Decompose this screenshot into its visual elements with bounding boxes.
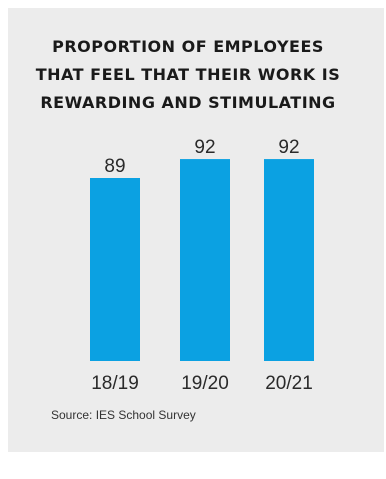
value-label-18-19: 89: [104, 156, 125, 177]
category-label-20-21: 20/21: [265, 373, 313, 394]
value-label-20-21: 92: [278, 137, 299, 158]
bar-18-19: [90, 178, 140, 361]
category-label-19-20: 19/20: [181, 373, 229, 394]
chart-title-line-1: PROPORTION OF EMPLOYEES: [52, 37, 324, 56]
chart-title-line-2: THAT FEEL THAT THEIR WORK IS: [35, 65, 341, 84]
bar-19-20: [180, 159, 230, 361]
chart-title: PROPORTION OF EMPLOYEES THAT FEEL THAT T…: [0, 33, 376, 117]
category-label-18-19: 18/19: [91, 373, 139, 394]
bar-20-21: [264, 159, 314, 361]
source-note: Source: IES School Survey: [51, 408, 196, 422]
chart-title-line-3: REWARDING AND STIMULATING: [40, 93, 336, 112]
value-label-19-20: 92: [194, 137, 215, 158]
